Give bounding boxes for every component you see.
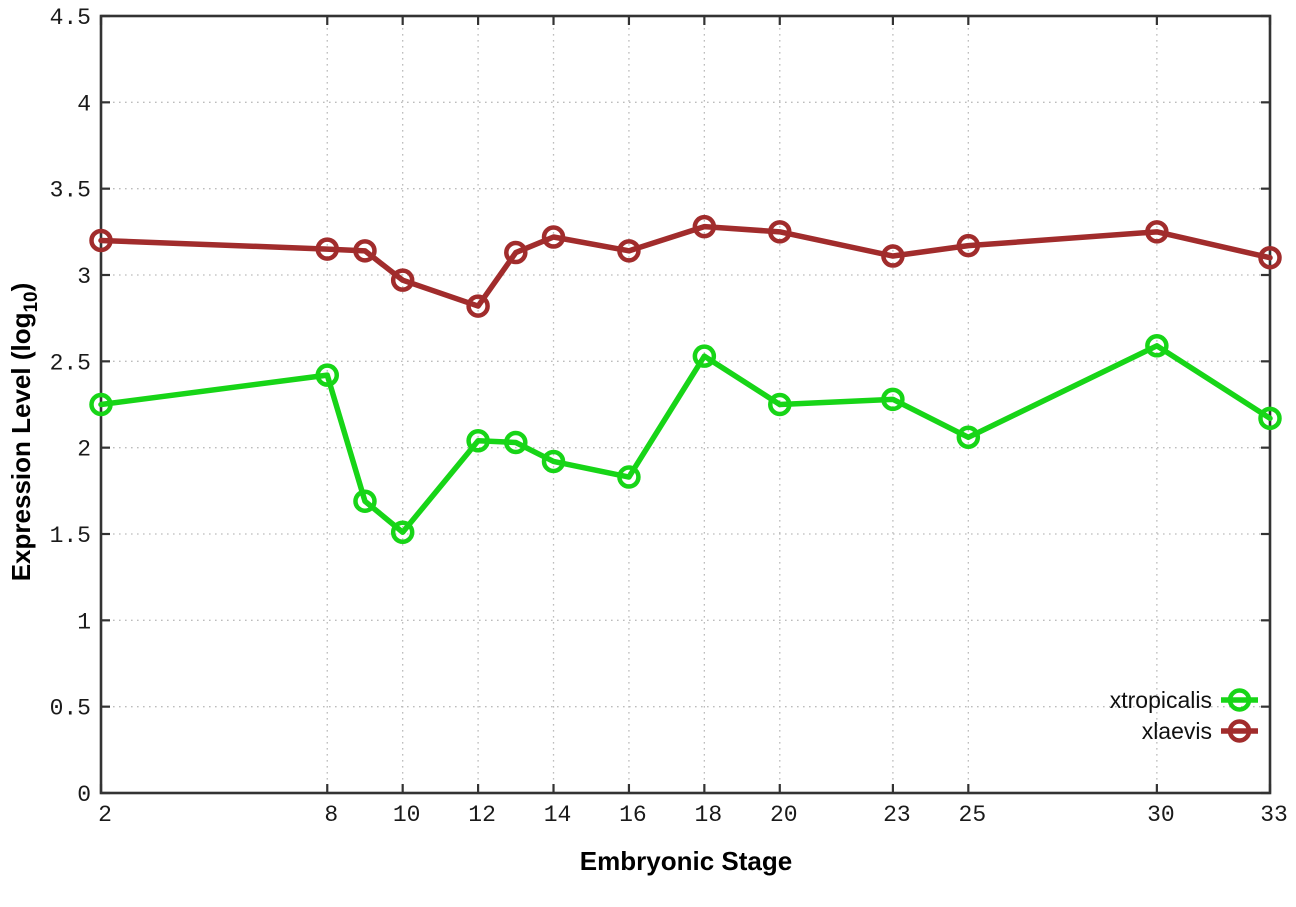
data-point-marker	[504, 240, 528, 265]
x-tick-label: 20	[770, 802, 798, 828]
y-tick-label: 0	[77, 782, 91, 808]
data-point-marker	[768, 220, 792, 244]
series-xlaevis	[89, 214, 1282, 318]
y-axis-title: Expression Level (log10)	[6, 283, 42, 582]
data-point-marker	[617, 465, 641, 489]
data-point-marker	[1258, 406, 1282, 431]
y-axis-title-main: Expression Level (log	[6, 313, 36, 582]
y-tick-label: 3	[77, 264, 91, 290]
data-point-marker	[466, 294, 490, 318]
data-point-marker	[617, 239, 641, 263]
x-tick-label: 2	[98, 802, 112, 828]
data-point-marker	[390, 520, 415, 545]
legend-item-xtropicalis: xtropicalis	[1110, 687, 1258, 713]
legend-item-xlaevis: xlaevis	[1142, 718, 1258, 744]
x-tick-label: 33	[1260, 802, 1288, 828]
x-tick-label: 25	[959, 802, 987, 828]
data-point-marker	[541, 225, 566, 249]
x-tick-labels: 2 8 10 12 14 16 18 20 23 25 30 33	[98, 802, 1288, 828]
y-tick-label: 2	[77, 437, 91, 463]
plot-border	[99, 14, 1272, 795]
data-point-marker	[1258, 245, 1282, 270]
y-tick-label: 4.5	[50, 5, 91, 31]
x-tick-label: 18	[695, 802, 723, 828]
y-tick-label: 3.5	[50, 178, 91, 204]
data-point-marker	[466, 429, 490, 453]
data-point-marker	[1145, 334, 1169, 358]
x-axis-title: Embryonic Stage	[580, 846, 792, 876]
legend: xtropicalis xlaevis	[1110, 687, 1258, 744]
x-tick-label: 8	[324, 802, 338, 828]
legend-sample-marker	[1227, 688, 1252, 712]
data-point-marker	[1145, 220, 1169, 244]
y-tick-label: 2.5	[50, 350, 91, 376]
x-tick-label: 14	[544, 802, 572, 828]
data-point-marker	[390, 268, 415, 292]
data-point-marker	[541, 449, 566, 474]
series-xtropicalis	[89, 334, 1282, 545]
y-tick-label: 4	[77, 91, 91, 117]
data-point-marker	[315, 363, 340, 387]
x-tick-label: 23	[883, 802, 911, 828]
legend-label-xlaevis: xlaevis	[1142, 718, 1212, 744]
y-tick-label: 1.5	[50, 523, 91, 549]
y-tick-label: 0.5	[50, 696, 91, 722]
legend-sample-marker	[1227, 719, 1252, 743]
data-point-marker	[881, 387, 905, 412]
data-point-marker	[89, 228, 113, 253]
y-axis-title-subscript: 10	[21, 291, 42, 312]
series-line-xtropicalis	[98, 343, 1273, 536]
x-tick-label: 30	[1147, 802, 1175, 828]
data-point-marker	[768, 392, 792, 417]
data-point-marker	[353, 489, 377, 513]
x-tick-label: 10	[393, 802, 421, 828]
data-point-marker	[881, 244, 905, 268]
x-tick-label: 12	[468, 802, 496, 828]
data-point-marker	[504, 430, 528, 455]
data-point-marker	[89, 392, 113, 417]
x-tick-label: 16	[619, 802, 647, 828]
plot-border-box	[99, 14, 1272, 795]
data-point-marker	[956, 233, 981, 258]
data-point-marker	[315, 237, 340, 261]
data-point-marker	[692, 214, 717, 239]
data-point-marker	[692, 344, 717, 368]
data-point-marker	[353, 239, 377, 263]
y-tick-label: 1	[77, 609, 91, 635]
axis-ticks	[99, 14, 1272, 795]
series-line-xlaevis	[98, 223, 1273, 309]
y-axis-title-suffix: )	[6, 283, 36, 292]
gridlines	[101, 16, 1270, 793]
data-point-marker	[956, 425, 981, 450]
legend-label-xtropicalis: xtropicalis	[1110, 687, 1212, 713]
data-series	[89, 214, 1282, 545]
y-tick-labels: 0 0.5 1 1.5 2 2.5 3 3.5 4 4.5	[50, 5, 91, 808]
